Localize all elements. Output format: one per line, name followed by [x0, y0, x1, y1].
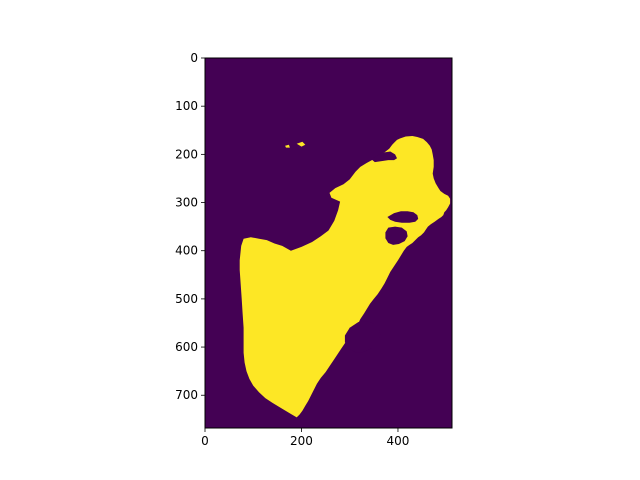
speck-2 [285, 144, 290, 148]
y-tick-label: 400 [175, 244, 198, 258]
y-axis: 0 100 200 300 400 500 600 700 [175, 51, 205, 402]
y-tick-label: 700 [175, 388, 198, 402]
speck-3 [269, 389, 274, 394]
x-axis: 0 200 400 [201, 428, 409, 448]
lower-jaw-shadow [385, 226, 408, 245]
speck-1 [296, 141, 306, 147]
beard-shadow [344, 321, 381, 353]
x-tick-label: 0 [201, 434, 209, 448]
plot-frame [204, 57, 453, 429]
y-tick-label: 500 [175, 292, 198, 306]
y-tick-label: 300 [175, 196, 198, 210]
eye [371, 151, 397, 163]
face-silhouette [239, 136, 451, 418]
mouth-shadow [387, 211, 419, 223]
y-tick-label: 0 [190, 51, 198, 65]
x-tick-label: 200 [290, 434, 313, 448]
heatmap-image [205, 58, 452, 428]
y-tick-label: 100 [175, 99, 198, 113]
y-tick-label: 200 [175, 147, 198, 161]
y-tick-label: 600 [175, 340, 198, 354]
x-tick-label: 400 [387, 434, 410, 448]
